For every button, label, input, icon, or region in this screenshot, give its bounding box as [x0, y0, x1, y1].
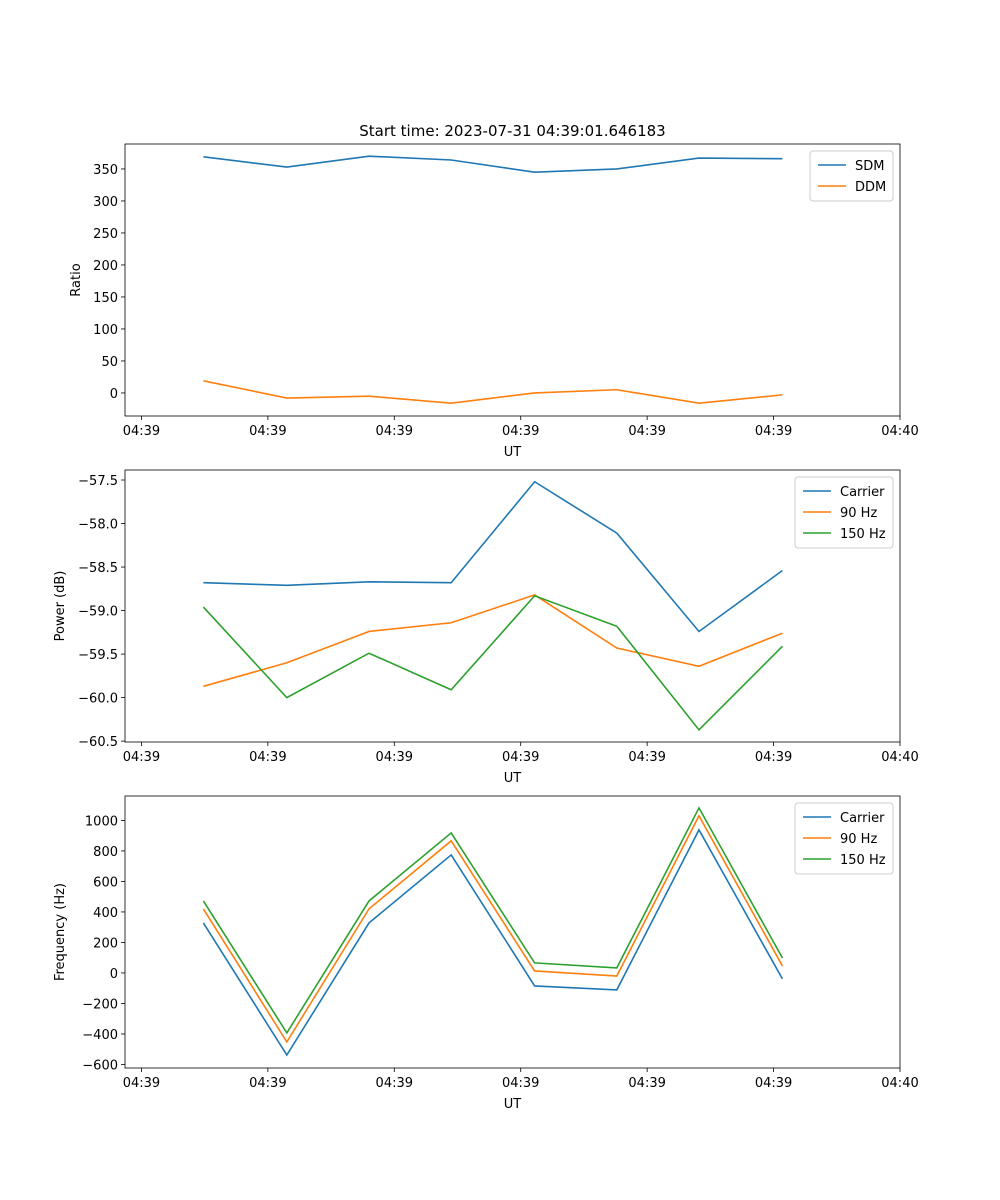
y-tick-label: 1000 — [85, 814, 118, 829]
y-tick-label: 250 — [93, 227, 118, 242]
series-line-90-hz — [202, 814, 784, 1044]
series-line-ddm — [203, 380, 783, 405]
axes-frame — [124, 469, 901, 743]
y-tick-label: −58.0 — [78, 518, 118, 533]
legend-box — [794, 802, 894, 875]
legend-label: 90 Hz — [840, 832, 877, 847]
y-axis-label: Frequency (Hz) — [53, 883, 68, 981]
legend-label: DDM — [855, 180, 886, 195]
y-tick-label: −60.0 — [78, 692, 118, 707]
y-tick-label: −60.5 — [78, 735, 118, 750]
legend-label: 150 Hz — [840, 853, 886, 868]
y-tick-label: 200 — [93, 936, 118, 951]
x-tick-label: 04:39 — [502, 1076, 539, 1091]
y-tick-label: 300 — [93, 195, 118, 210]
series-line-carrier — [203, 480, 783, 633]
x-tick-label: 04:40 — [881, 1076, 918, 1091]
legend-box — [794, 476, 894, 549]
legend-label: 150 Hz — [840, 527, 886, 542]
y-tick-label: 200 — [93, 259, 118, 274]
legend: Carrier 90 Hz 150 Hz — [794, 476, 894, 549]
x-axis-label: UT — [504, 445, 522, 460]
x-tick-label: 04:39 — [755, 424, 792, 439]
subplot-1: Start time: 2023-07-31 04:39:01.646183 04… — [69, 122, 919, 460]
subplot-3: 04:39 04:39 04:39 04:39 04:39 04:39 04:40 −600 −… — [53, 795, 919, 1112]
y-tick-label: 800 — [93, 845, 118, 860]
y-tick-label: −58.5 — [78, 561, 118, 576]
x-tick-label: 04:39 — [249, 750, 286, 765]
x-tick-label: 04:40 — [881, 424, 918, 439]
series-line-sdm — [203, 155, 783, 173]
x-tick-label: 04:39 — [376, 750, 413, 765]
series-line-carrier — [202, 828, 784, 1057]
series-line-90-hz — [203, 594, 783, 688]
x-tick-label: 04:39 — [123, 750, 160, 765]
x-tick-label: 04:39 — [502, 424, 539, 439]
y-tick-label: 400 — [93, 906, 118, 921]
y-tick-label: 50 — [101, 355, 118, 370]
x-tick-label: 04:39 — [755, 1076, 792, 1091]
y-tick-label: −57.5 — [78, 474, 118, 489]
legend-label: Carrier — [840, 485, 885, 500]
series-line-150-hz — [202, 594, 783, 732]
x-tick-label: 04:39 — [376, 424, 413, 439]
x-tick-label: 04:39 — [628, 750, 665, 765]
legend: Carrier 90 Hz 150 Hz — [794, 802, 894, 875]
y-tick-label: 350 — [93, 163, 118, 178]
y-tick-label: 100 — [93, 323, 118, 338]
y-tick-label: 150 — [93, 291, 118, 306]
y-tick-label: −600 — [82, 1058, 118, 1073]
x-axis-label: UT — [504, 771, 522, 786]
axes-frame — [124, 795, 901, 1069]
legend-label: SDM — [855, 159, 884, 174]
y-tick-label: −400 — [82, 1028, 118, 1043]
x-tick-label: 04:39 — [123, 1076, 160, 1091]
y-tick-label: 600 — [93, 875, 118, 890]
x-tick-label: 04:39 — [755, 750, 792, 765]
legend-label: Carrier — [840, 811, 885, 826]
x-tick-label: 04:39 — [123, 424, 160, 439]
series-line-150-hz — [202, 806, 784, 1035]
x-tick-label: 04:39 — [502, 750, 539, 765]
y-tick-label: 0 — [110, 967, 118, 982]
x-tick-label: 04:39 — [628, 424, 665, 439]
legend-label: 90 Hz — [840, 506, 877, 521]
x-tick-label: 04:39 — [249, 1076, 286, 1091]
y-axis-label: Ratio — [69, 263, 84, 296]
legend: SDM DDM — [809, 150, 894, 202]
legend-box — [809, 150, 894, 202]
y-tick-label: 0 — [110, 387, 118, 402]
x-tick-label: 04:39 — [628, 1076, 665, 1091]
y-tick-label: −200 — [82, 997, 118, 1012]
x-tick-label: 04:39 — [376, 1076, 413, 1091]
axes-frame — [124, 143, 901, 417]
x-axis-label: UT — [504, 1097, 522, 1112]
subplot-2: 04:39 04:39 04:39 04:39 04:39 04:39 04:40 −60.5… — [53, 469, 919, 786]
y-tick-label: −59.0 — [78, 605, 118, 620]
x-tick-label: 04:40 — [881, 750, 918, 765]
y-axis-label: Power (dB) — [53, 571, 68, 642]
chart-title: Start time: 2023-07-31 04:39:01.646183 — [359, 122, 665, 140]
x-tick-label: 04:39 — [249, 424, 286, 439]
y-tick-label: −59.5 — [78, 648, 118, 663]
